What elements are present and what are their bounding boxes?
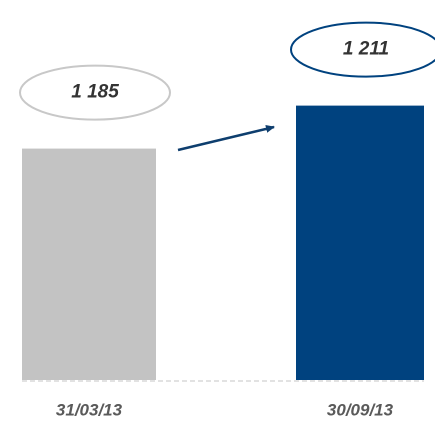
bar [22,148,156,380]
x-tick-label: 30/09/13 [327,400,394,419]
bar [296,105,424,381]
value-label: 1 211 [343,39,389,60]
x-tick-label: 31/03/13 [56,400,123,419]
value-bubble [290,21,435,78]
value-label: 1 185 [71,82,119,103]
trend-arrow [177,124,275,152]
value-bubble [19,64,171,121]
